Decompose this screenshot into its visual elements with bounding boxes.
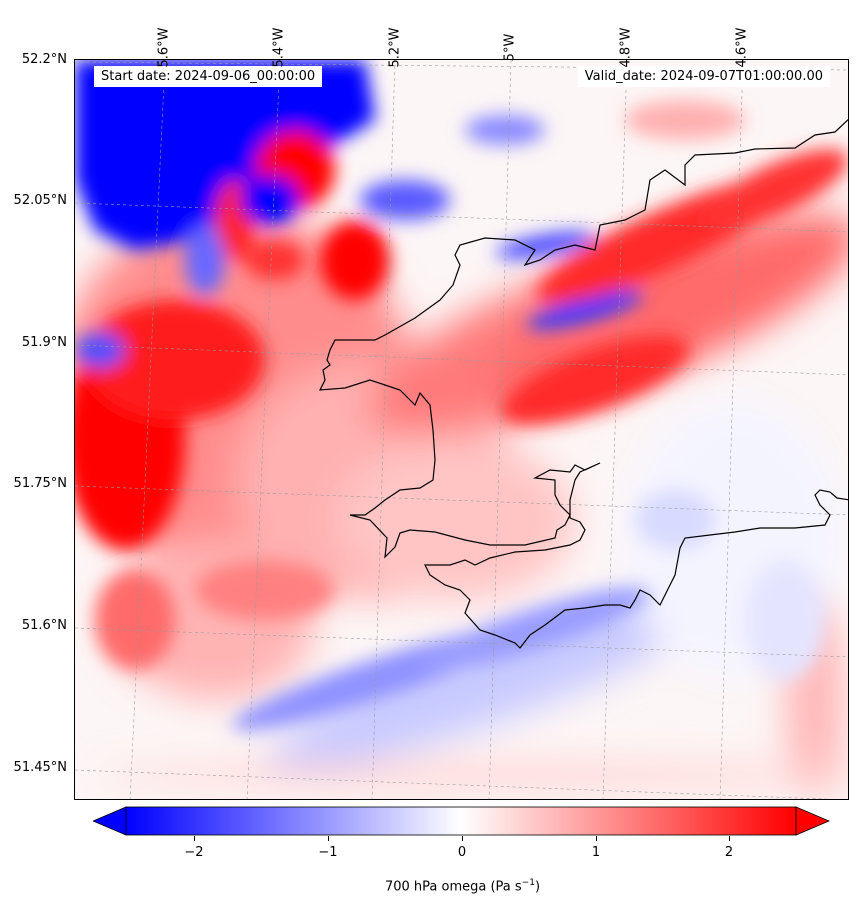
lon-tick-label: 5.2°W	[387, 27, 403, 68]
lat-tick-label: 52.05°N	[13, 193, 67, 208]
colorbar-tick	[194, 836, 195, 841]
start-date-label: Start date: 2024-09-06_00:00:00	[94, 66, 323, 87]
colorbar-tick	[328, 836, 329, 841]
omega-detail-field	[75, 60, 848, 731]
lon-tick-label: 5.4°W	[271, 27, 287, 68]
valid-date-label: Valid_date: 2024-09-07T01:00:00.00	[577, 66, 830, 87]
colorbar	[91, 806, 831, 836]
map-panel	[74, 59, 849, 800]
lon-tick-label: 5.6°W	[156, 27, 172, 68]
colorbar-tick-label: −2	[184, 845, 204, 860]
lat-tick-label: 52.2°N	[21, 52, 67, 67]
lon-tick-label: 4.6°W	[734, 27, 750, 68]
colorbar-tick	[596, 836, 597, 841]
lat-tick-label: 51.75°N	[13, 476, 67, 491]
lat-tick-label: 51.9°N	[21, 335, 67, 350]
colorbar-body	[125, 806, 797, 836]
lat-tick-label: 51.45°N	[13, 760, 67, 775]
lat-tick-label: 51.6°N	[21, 618, 67, 633]
colorbar-tick-label: 1	[591, 845, 601, 860]
colorbar-gradient	[91, 806, 831, 836]
lon-tick-label: 5°W	[502, 33, 518, 62]
omega-field-map	[75, 60, 848, 799]
colorbar-title: 700 hPa omega (Pa s−1)	[384, 878, 541, 895]
graticule	[75, 60, 848, 799]
colorbar-tick	[462, 836, 463, 841]
colorbar-tick	[729, 836, 730, 841]
colorbar-tick-label: 2	[724, 845, 734, 860]
coastline	[318, 119, 848, 649]
colorbar-extend-max	[795, 806, 831, 836]
colorbar-extend-min	[91, 806, 127, 836]
colorbar-tick-label: −1	[318, 845, 338, 860]
colorbar-tick-label: 0	[457, 845, 467, 860]
lon-tick-label: 4.8°W	[618, 27, 634, 68]
